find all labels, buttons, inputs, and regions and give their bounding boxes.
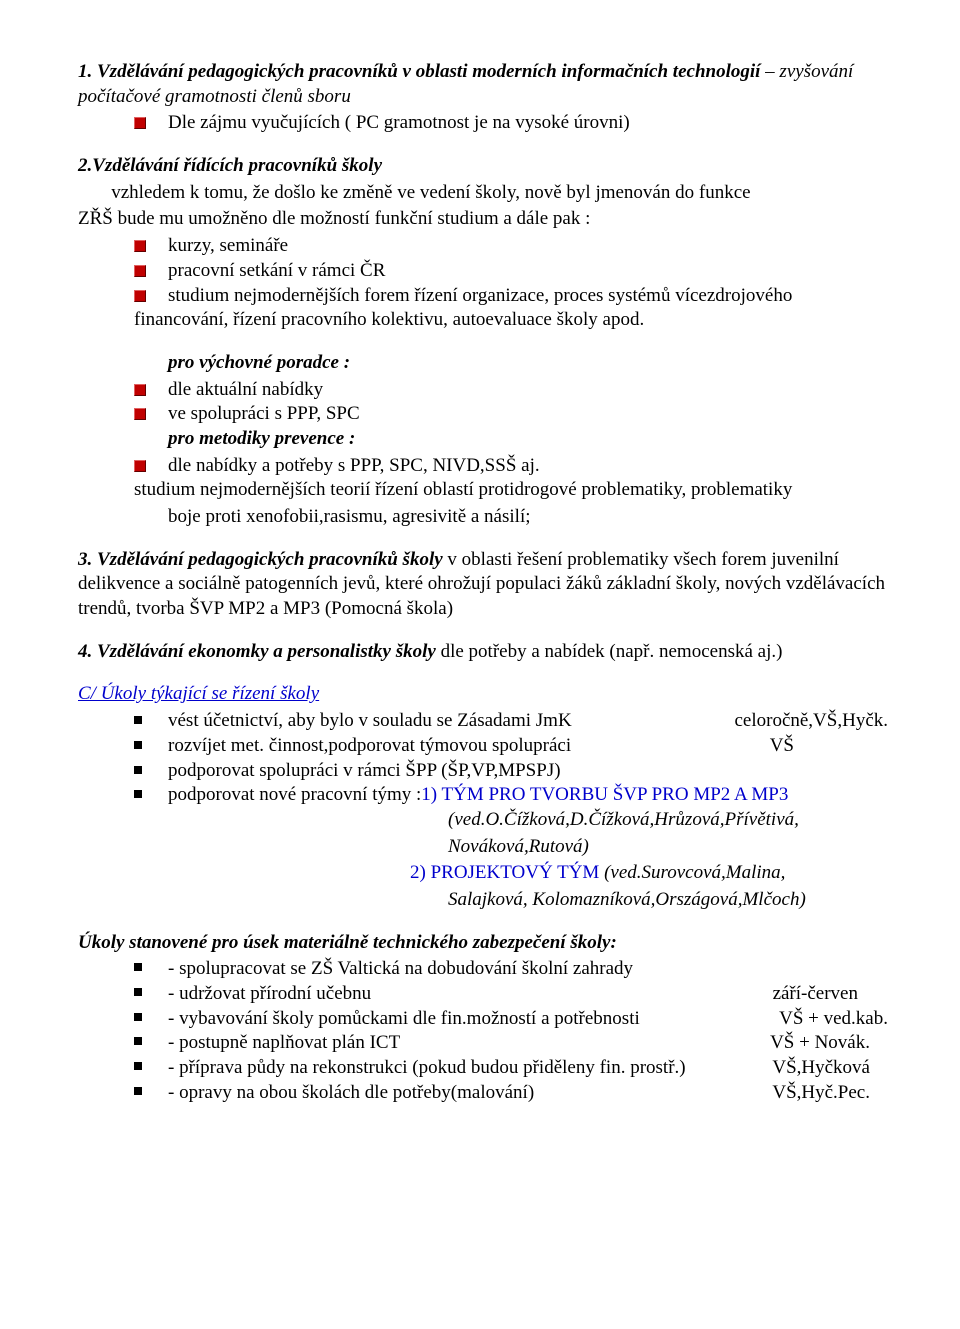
section-2-bullets: kurzy, semináře pracovní setkání v rámci… [134,234,888,308]
list-item: Dle zájmu vyučujících ( PC gramotnost je… [134,111,888,136]
row: rozvíjet met. činnost,podporovat týmovou… [168,734,888,759]
cell-left: rozvíjet met. činnost,podporovat týmovou… [168,734,750,759]
bullet-text: dle aktuální nabídky [168,379,323,400]
bullet-text: pracovní setkání v rámci ČR [168,260,385,281]
bullet-text: dle nabídky a potřeby s PPP, SPC, NIVD,S… [168,455,540,476]
team-line-3: 2) PROJEKTOVÝ TÝM (ved.Surovcová,Malina, [78,861,888,886]
section-1-title-bold: 1. Vzdělávání pedagogických pracovníků v… [78,61,760,82]
section-2b-bullets-2: dle nabídky a potřeby s PPP, SPC, NIVD,S… [134,454,888,479]
list-item: ve spolupráci s PPP, SPC [134,402,888,427]
team-line-2: Nováková,Rutová) [78,835,888,860]
cell-right: VŠ + ved.kab. [759,1007,888,1032]
cell-left: - spolupracovat se ZŠ Valtická na dobudo… [168,957,868,982]
section-2b-cont2: boje proti xenofobii,rasismu, agresivitě… [168,505,888,530]
item4-blue2: 2) PROJEKTOVÝ TÝM [410,862,604,883]
section-2b-bullets-1: dle aktuální nabídky ve spolupráci s PPP… [134,378,888,427]
team-line-4: Salajková, Kolomazníková,Országová,Mlčoc… [78,888,888,913]
cell-right: VŠ + Novák. [750,1031,888,1056]
list-item: - příprava půdy na rekonstrukci (pokud b… [134,1056,888,1081]
list-item: - postupně naplňovat plán ICTVŠ + Novák. [134,1031,888,1056]
list-item: vést účetnictví, aby bylo v souladu se Z… [134,709,888,734]
cell-left: vést účetnictví, aby bylo v souladu se Z… [168,709,714,734]
list-item: dle aktuální nabídky [134,378,888,403]
section-c: C/ Úkoly týkající se řízení školy vést ú… [78,682,888,912]
section-tasks: Úkoly stanovené pro úsek materiálně tech… [78,931,888,1106]
cell-right: VŠ [750,734,888,759]
heading-vychovne-poradce: pro výchovné poradce : [168,351,888,376]
section-2-intro: 2.Vzdělávání řídících pracovníků školy [78,154,888,179]
list-item: - udržovat přírodní učebnuzáří-červen [134,982,888,1007]
list-item: rozvíjet met. činnost,podporovat týmovou… [134,734,888,759]
list-item: - vybavování školy pomůckami dle fin.mož… [134,1007,888,1032]
cell-right [868,957,888,982]
section-4-text: 4. Vzdělávání ekonomky a personalistky š… [78,640,888,665]
row: vést účetnictví, aby bylo v souladu se Z… [168,709,888,734]
list-item: - spolupracovat se ZŠ Valtická na dobudo… [134,957,888,982]
bullet-text: ve spolupráci s PPP, SPC [168,403,360,424]
tasks-list: - spolupracovat se ZŠ Valtická na dobudo… [134,957,888,1105]
cell-left: - příprava půdy na rekonstrukci (pokud b… [168,1056,752,1081]
section-2-cont: financování, řízení pracovního kolektivu… [134,308,888,333]
tasks-heading: Úkoly stanovené pro úsek materiálně tech… [78,931,888,956]
cell-left: - postupně naplňovat plán ICT [168,1031,750,1056]
section-1: 1. Vzdělávání pedagogických pracovníků v… [78,60,888,136]
item4-pre: podporovat nové pracovní týmy : [168,784,421,805]
item4-blue1: 1) TÝM PRO TVORBU ŠVP PRO MP2 A MP3 [421,784,788,805]
section-c-list: vést účetnictví, aby bylo v souladu se Z… [134,709,888,808]
section-3-title: 3. Vzdělávání pedagogických pracovníků š… [78,549,443,570]
cell-left: - opravy na obou školách dle potřeby(mal… [168,1081,752,1106]
section-2-intro-line1: vzhledem k tomu, že došlo ke změně ve ve… [78,181,888,206]
list-item: - opravy na obou školách dle potřeby(mal… [134,1081,888,1106]
section-2b-cont1: studium nejmodernějších teorií řízení ob… [134,478,888,503]
list-item: dle nabídky a potřeby s PPP, SPC, NIVD,S… [134,454,888,479]
list-item: studium nejmodernějších forem řízení org… [134,284,888,309]
list-item: pracovní setkání v rámci ČR [134,259,888,284]
cell-right: VŠ,Hyčková [752,1056,888,1081]
cell-left: - udržovat přírodní učebnu [168,982,753,1007]
team-line-1: (ved.O.Čížková,D.Čížková,Hrůzová,Přívěti… [78,808,888,833]
cell-right: září-červen [753,982,888,1007]
section-c-heading: C/ Úkoly týkající se řízení školy [78,682,888,707]
section-4-title: 4. Vzdělávání ekonomky a personalistky š… [78,641,436,662]
section-3-text: 3. Vzdělávání pedagogických pracovníků š… [78,548,888,622]
section-c-heading-text: C/ Úkoly týkající se řízení školy [78,683,319,704]
list-item: podporovat spolupráci v rámci ŠPP (ŠP,VP… [134,759,888,784]
cell-left: - vybavování školy pomůckami dle fin.mož… [168,1007,759,1032]
list-item: kurzy, semináře [134,234,888,259]
section-1-bullets: Dle zájmu vyučujících ( PC gramotnost je… [134,111,888,136]
section-2-intro-line2: ZŘŠ bude mu umožněno dle možností funkčn… [78,207,888,232]
section-4-rest: dle potřeby a nabídek (např. nemocenská … [436,641,783,662]
section-4: 4. Vzdělávání ekonomky a personalistky š… [78,640,888,665]
bullet-text: kurzy, semináře [168,235,288,256]
section-2b: pro výchovné poradce : dle aktuální nabí… [78,351,888,530]
section-3: 3. Vzdělávání pedagogických pracovníků š… [78,548,888,622]
cell-right: celoročně,VŠ,Hyčk. [714,709,888,734]
bullet-text: studium nejmodernějších forem řízení org… [168,285,792,306]
item4-rest: (ved.Surovcová,Malina, [604,862,785,883]
bullet-text: podporovat spolupráci v rámci ŠPP (ŠP,VP… [168,760,561,781]
cell-right: VŠ,Hyč.Pec. [752,1081,888,1106]
section-2-title: 2.Vzdělávání řídících pracovníků školy [78,155,382,176]
heading-metodiky-prevence: pro metodiky prevence : [168,427,888,452]
bullet-text: Dle zájmu vyučujících ( PC gramotnost je… [168,112,630,133]
section-1-title: 1. Vzdělávání pedagogických pracovníků v… [78,60,888,109]
list-item: podporovat nové pracovní týmy :1) TÝM PR… [134,783,888,808]
section-2: 2.Vzdělávání řídících pracovníků školy v… [78,154,888,333]
